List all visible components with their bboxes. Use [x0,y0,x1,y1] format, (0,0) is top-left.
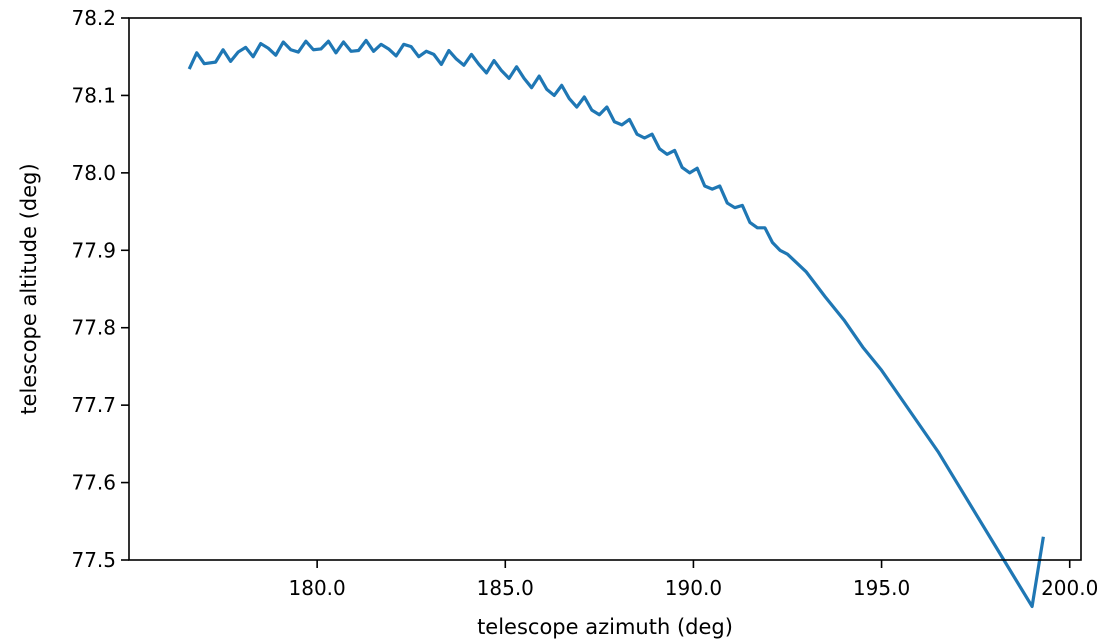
y-axis-label: telescope altitude (deg) [17,163,41,414]
y-tick-label: 77.5 [71,548,116,572]
y-tick-label: 77.7 [71,393,116,417]
y-tick-label: 78.1 [71,83,116,107]
ticks: 180.0 185.0 190.0 195.0 200.0 77.5 77.6 77.7 77.… [71,6,1098,600]
x-tick-label: 180.0 [289,576,346,600]
x-tick-label: 185.0 [477,576,534,600]
axes-frame [128,17,1082,561]
y-tick-label: 77.8 [71,316,116,340]
x-tick-label: 190.0 [665,576,722,600]
plot-area [187,38,1045,609]
y-tick-label: 78.2 [71,6,116,30]
x-tick-label: 200.0 [1041,576,1098,600]
y-tick-label: 77.6 [71,471,116,495]
y-tick-label: 78.0 [71,161,116,185]
series-line-0 [187,38,1045,609]
y-tick-label: 77.9 [71,238,116,262]
x-tick-label: 195.0 [853,576,910,600]
x-axis-label: telescope azimuth (deg) [477,615,733,639]
